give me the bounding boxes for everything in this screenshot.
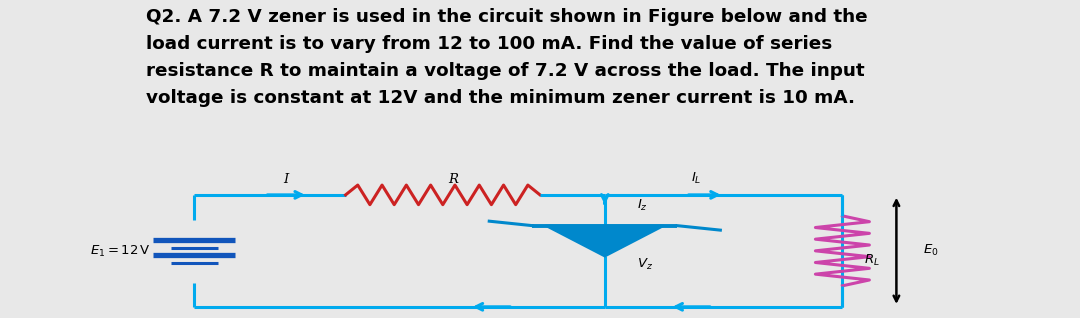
Text: $I_L$: $I_L$	[691, 171, 702, 186]
Text: $I_z$: $I_z$	[637, 198, 648, 213]
Polygon shape	[545, 226, 664, 256]
Text: $E_0$: $E_0$	[923, 243, 939, 259]
Text: $R_L$: $R_L$	[864, 253, 880, 268]
Text: Q2. A 7.2 V zener is used in the circuit shown in Figure below and the
load curr: Q2. A 7.2 V zener is used in the circuit…	[146, 8, 867, 107]
Text: $E_1 = 12\,\mathrm{V}$: $E_1 = 12\,\mathrm{V}$	[91, 244, 151, 259]
Text: I: I	[284, 174, 288, 186]
Text: R: R	[448, 174, 459, 186]
Text: $V_z$: $V_z$	[637, 257, 653, 273]
